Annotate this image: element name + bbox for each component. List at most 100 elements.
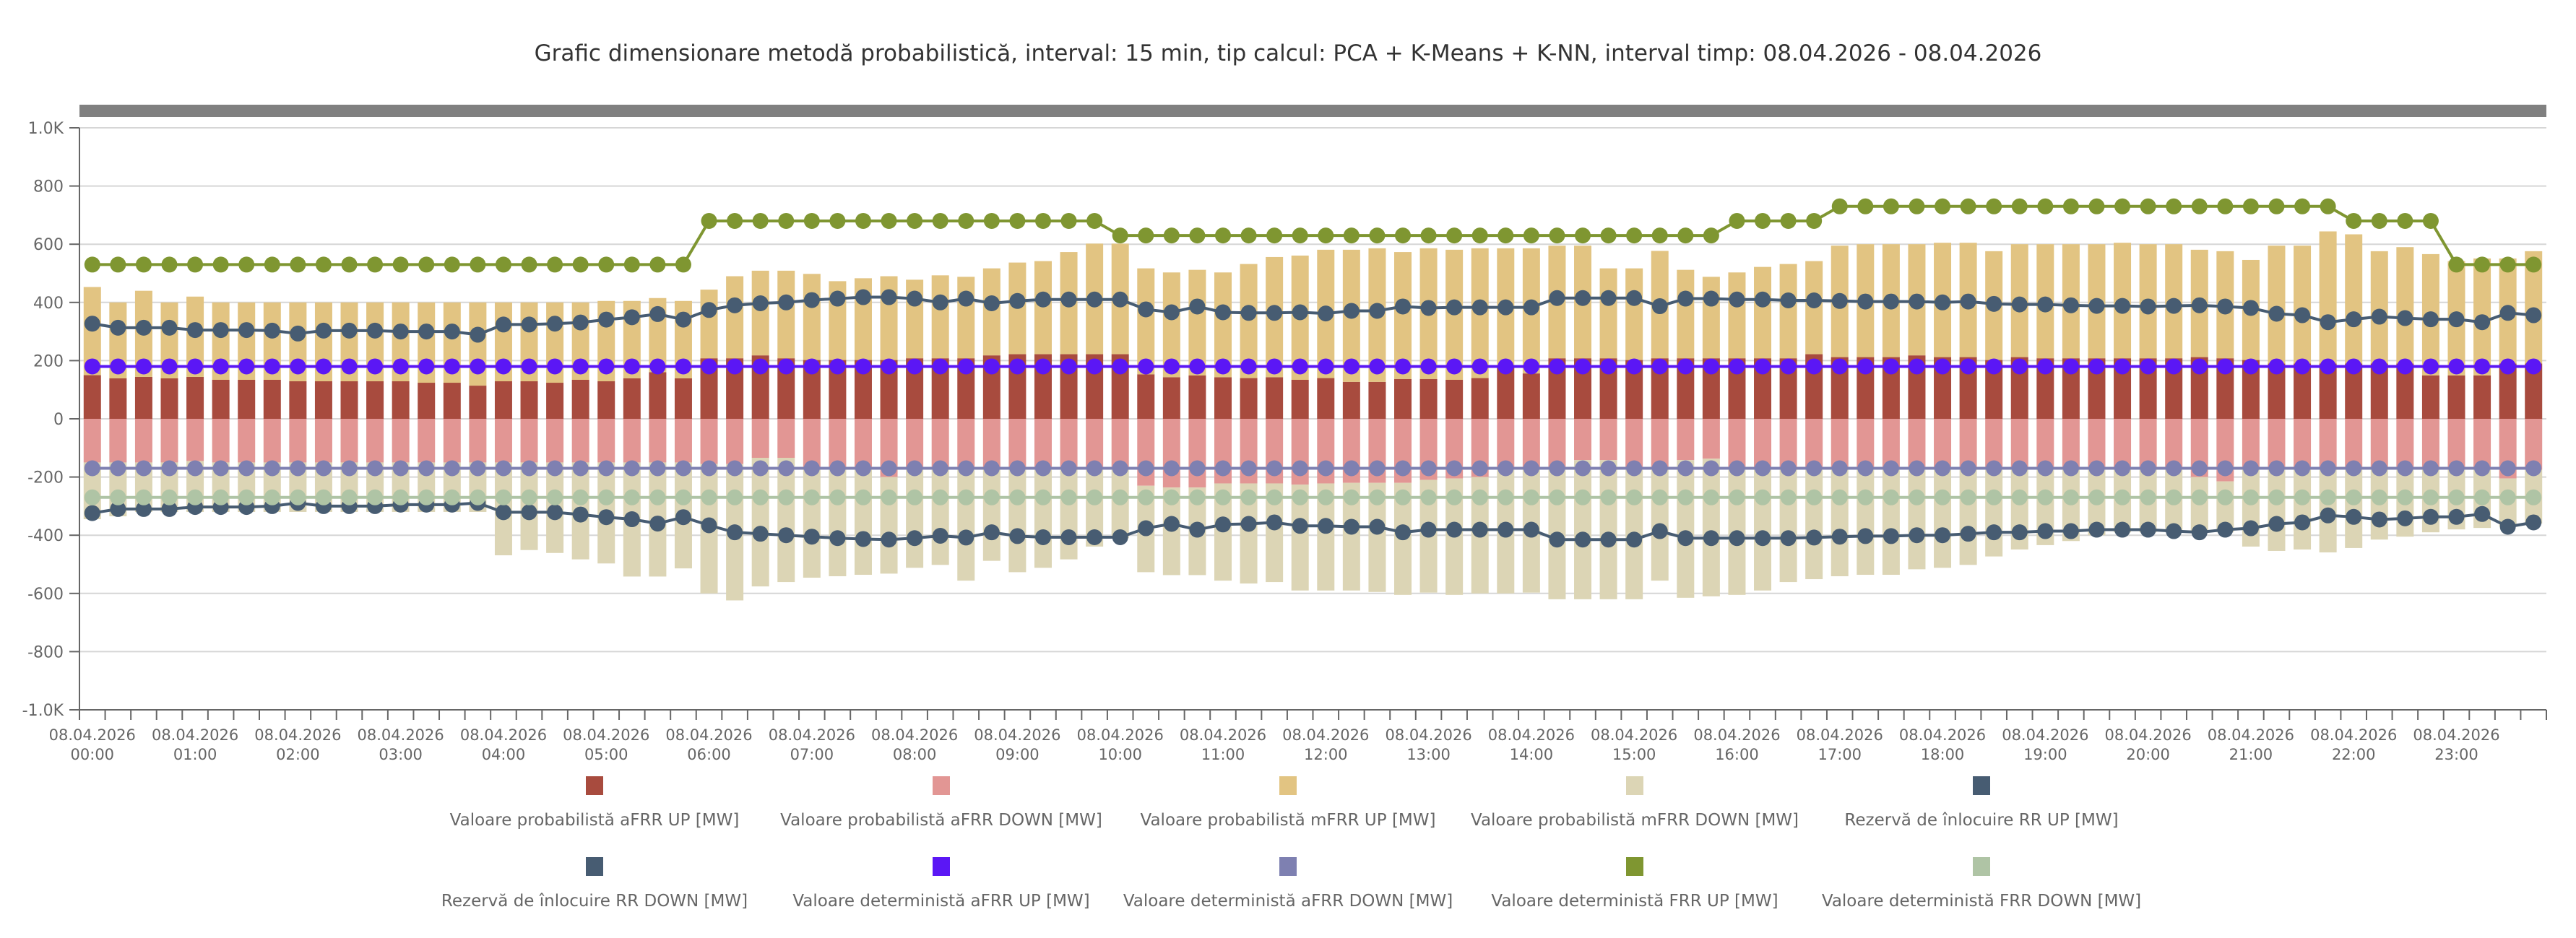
point-valoare-determinist-frr-down-mw [598, 489, 615, 505]
point-valoare-determinist-afrr-up-mw [803, 358, 820, 375]
bar-valoare-probabilist-afrr-up-mw [392, 381, 410, 419]
point-valoare-determinist-afrr-down-mw [2088, 460, 2105, 477]
x-tick-label-line: 08.04.2026 [358, 726, 444, 744]
point-valoare-determinist-frr-down-mw [675, 489, 691, 505]
x-tick-label-line: 08.04.2026 [974, 726, 1060, 744]
point-valoare-determinist-afrr-down-mw [470, 460, 486, 477]
point-valoare-determinist-afrr-down-mw [1909, 460, 1925, 477]
point-valoare-determinist-afrr-up-mw [829, 358, 846, 375]
bar-valoare-probabilist-afrr-down-mw [854, 419, 872, 469]
point-valoare-determinist-afrr-up-mw [212, 358, 229, 375]
point-valoare-determinist-afrr-down-mw [1266, 460, 1283, 477]
point-valoare-determinist-frr-down-mw [2499, 489, 2516, 505]
point-rezerv-de-nlocuire-rr-down-mw [572, 506, 589, 523]
zoom-scrollbar[interactable] [79, 105, 2546, 117]
x-tick-label-line: 08.04.2026 [1180, 726, 1266, 744]
x-tick-label: 08.04.2026 09:00 [974, 726, 1060, 763]
point-rezerv-de-nlocuire-rr-down-mw [1677, 530, 1694, 547]
legend-item[interactable]: Rezervă de înlocuire RR UP [MW] [1830, 776, 2133, 857]
point-rezerv-de-nlocuire-rr-down-mw [829, 530, 846, 547]
point-rezerv-de-nlocuire-rr-down-mw [2448, 508, 2465, 525]
bar-valoare-probabilist-mfrr-down-mw [854, 468, 872, 576]
point-valoare-determinist-frr-up-mw [598, 256, 615, 273]
point-valoare-determinist-frr-down-mw [1240, 489, 1257, 505]
bar-valoare-probabilist-mfrr-down-mw [1599, 460, 1617, 599]
point-rezerv-de-nlocuire-rr-down-mw [2011, 524, 2028, 541]
bar-valoare-probabilist-mfrr-down-mw [1805, 469, 1823, 580]
x-tick-label-line: 20:00 [2126, 746, 2170, 763]
point-rezerv-de-nlocuire-rr-down-mw [521, 504, 537, 521]
point-valoare-determinist-afrr-up-mw [1549, 358, 1565, 375]
point-valoare-determinist-frr-down-mw [2217, 489, 2234, 505]
point-valoare-determinist-afrr-down-mw [1575, 460, 1591, 477]
legend-item[interactable]: Valoare probabilistă mFRR UP [MW] [1136, 776, 1440, 857]
point-valoare-determinist-afrr-up-mw [1497, 358, 1514, 375]
bar-valoare-probabilist-afrr-up-mw [109, 378, 127, 419]
x-tick-label: 08.04.2026 18:00 [1899, 726, 1986, 763]
bar-valoare-probabilist-mfrr-up-mw [751, 270, 769, 356]
point-valoare-determinist-afrr-down-mw [1703, 460, 1719, 477]
legend-item[interactable]: Valoare deterministă aFRR UP [MW] [790, 857, 1093, 938]
legend-item[interactable]: Rezervă de înlocuire RR DOWN [MW] [441, 857, 748, 938]
point-valoare-determinist-afrr-up-mw [2191, 358, 2208, 375]
point-valoare-determinist-afrr-down-mw [1549, 460, 1565, 477]
point-valoare-determinist-afrr-up-mw [1112, 358, 1128, 375]
legend-item[interactable]: Valoare probabilistă aFRR UP [MW] [443, 776, 746, 857]
legend-item[interactable]: Valoare deterministă FRR UP [MW] [1483, 857, 1786, 938]
bar-valoare-probabilist-mfrr-down-mw [751, 458, 769, 587]
point-valoare-determinist-frr-up-mw [1471, 227, 1488, 244]
point-rezerv-de-nlocuire-rr-up-mw [1960, 293, 1976, 310]
point-valoare-determinist-frr-up-mw [2217, 198, 2234, 214]
point-valoare-determinist-afrr-down-mw [1060, 460, 1077, 477]
legend-item[interactable]: Valoare deterministă FRR DOWN [MW] [1822, 857, 2141, 938]
point-valoare-determinist-frr-up-mw [264, 256, 280, 273]
bar-valoare-probabilist-mfrr-down-mw [906, 468, 924, 568]
bar-valoare-probabilist-afrr-down-mw [520, 419, 538, 463]
point-valoare-determinist-frr-up-mw [1240, 227, 1257, 244]
point-rezerv-de-nlocuire-rr-down-mw [161, 500, 178, 517]
point-rezerv-de-nlocuire-rr-up-mw [1780, 292, 1797, 308]
x-tick-label-line: 15:00 [1612, 746, 1656, 763]
point-valoare-determinist-afrr-down-mw [2011, 460, 2028, 477]
point-rezerv-de-nlocuire-rr-up-mw [907, 290, 923, 307]
point-valoare-determinist-afrr-down-mw [2397, 460, 2413, 477]
point-valoare-determinist-afrr-down-mw [907, 460, 923, 477]
bar-valoare-probabilist-afrr-up-mw [1419, 378, 1438, 419]
point-rezerv-de-nlocuire-rr-down-mw [675, 509, 691, 526]
point-rezerv-de-nlocuire-rr-down-mw [1497, 521, 1514, 538]
point-rezerv-de-nlocuire-rr-down-mw [2242, 520, 2259, 537]
x-tick-label-line: 02:00 [276, 746, 320, 763]
point-valoare-determinist-frr-down-mw [1086, 489, 1103, 505]
point-valoare-determinist-frr-up-mw [2346, 212, 2362, 229]
point-rezerv-de-nlocuire-rr-down-mw [1575, 531, 1591, 548]
point-valoare-determinist-frr-down-mw [110, 489, 126, 505]
x-tick-label: 08.04.2026 03:00 [358, 726, 444, 763]
point-valoare-determinist-afrr-down-mw [135, 460, 152, 477]
point-valoare-determinist-afrr-up-mw [1935, 358, 1951, 375]
x-tick-label-line: 08:00 [893, 746, 937, 763]
bar-valoare-probabilist-mfrr-down-mw [1959, 469, 1977, 565]
legend-item[interactable]: Valoare probabilistă aFRR DOWN [MW] [780, 776, 1102, 857]
bar-valoare-probabilist-mfrr-down-mw [803, 468, 821, 578]
point-valoare-determinist-frr-down-mw [1755, 489, 1771, 505]
point-rezerv-de-nlocuire-rr-down-mw [1009, 528, 1026, 544]
legend-item[interactable]: Valoare probabilistă mFRR DOWN [MW] [1471, 776, 1799, 857]
point-rezerv-de-nlocuire-rr-down-mw [135, 500, 152, 517]
point-rezerv-de-nlocuire-rr-up-mw [1318, 305, 1334, 322]
bar-valoare-probabilist-afrr-down-mw [649, 419, 667, 463]
x-tick-label: 08.04.2026 15:00 [1591, 726, 1677, 763]
point-valoare-determinist-frr-down-mw [2422, 489, 2439, 505]
bar-valoare-probabilist-mfrr-down-mw [1702, 459, 1720, 596]
point-valoare-determinist-frr-up-mw [2448, 256, 2465, 273]
point-rezerv-de-nlocuire-rr-up-mw [649, 305, 666, 322]
legend-item[interactable]: Valoare deterministă aFRR DOWN [MW] [1123, 857, 1453, 938]
point-valoare-determinist-frr-down-mw [1034, 489, 1051, 505]
point-valoare-determinist-afrr-up-mw [727, 358, 743, 375]
point-rezerv-de-nlocuire-rr-up-mw [1369, 303, 1386, 319]
point-valoare-determinist-afrr-up-mw [110, 358, 126, 375]
point-rezerv-de-nlocuire-rr-up-mw [1523, 299, 1539, 316]
point-valoare-determinist-frr-up-mw [1600, 227, 1617, 244]
point-valoare-determinist-frr-down-mw [2525, 489, 2542, 505]
point-valoare-determinist-afrr-up-mw [367, 358, 384, 375]
legend-label: Valoare deterministă FRR DOWN [MW] [1821, 892, 2142, 911]
